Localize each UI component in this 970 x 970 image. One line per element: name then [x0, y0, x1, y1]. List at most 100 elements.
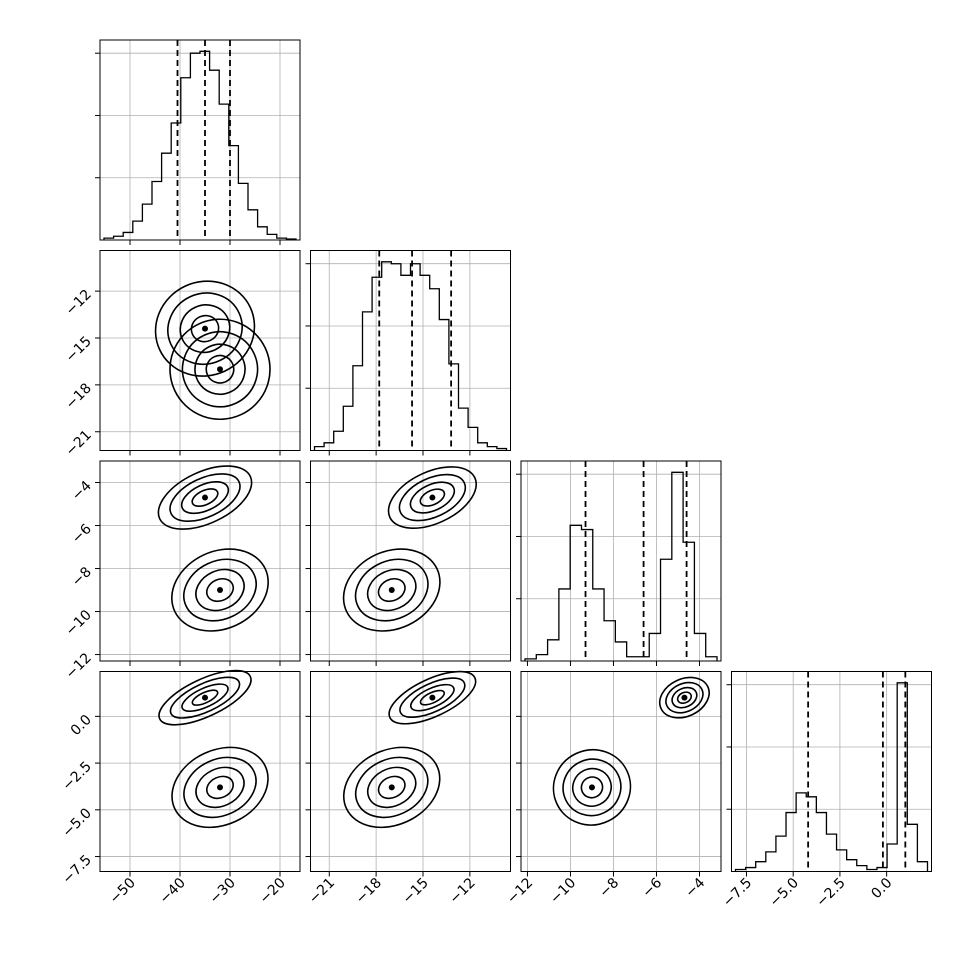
mode-center [429, 494, 436, 501]
contour-level-3 [191, 689, 219, 706]
contour-level-2 [195, 766, 245, 809]
panel-frame [731, 671, 932, 872]
y-tick-label: −10 [63, 607, 95, 639]
contour-level-1 [354, 558, 429, 622]
contour-level-1 [562, 758, 622, 817]
panel-frame [310, 460, 511, 662]
panel-2-1 [305, 460, 511, 666]
mode-center [681, 694, 688, 701]
contour-level-2 [366, 766, 417, 809]
contour-level-0 [171, 548, 269, 632]
mode-center [388, 587, 395, 594]
contour-level-3 [377, 775, 406, 800]
x-tick-label: −5.0 [767, 875, 802, 910]
panel-3-3: −7.5 −5.0 −2.5 0.0 [720, 671, 932, 910]
panel-frame [99, 39, 301, 241]
y-tick-label: 0.0 [68, 712, 95, 739]
x-tick-label: −21 [306, 875, 338, 907]
contour-level-3 [377, 577, 406, 603]
y-tick-label: −6 [69, 521, 95, 547]
x-tick-label: −2.5 [813, 875, 848, 910]
x-tick-label: −15 [400, 875, 432, 907]
x-tick-label: −8 [596, 875, 622, 901]
panel-0-0 [95, 39, 301, 245]
mode-center [202, 325, 208, 332]
contour-level-2 [194, 343, 246, 396]
contour-level-2 [181, 683, 229, 713]
mode-center [202, 494, 208, 501]
panel-frame [99, 671, 301, 872]
contour-level-0 [342, 746, 441, 829]
histogram-3 [734, 682, 929, 872]
x-tick-label: −30 [207, 875, 239, 907]
contour-level-0 [342, 548, 441, 632]
contour-level-3 [190, 314, 220, 343]
contour-level-1 [169, 676, 241, 719]
contour-level-2 [409, 683, 455, 712]
x-tick-label: −4 [682, 875, 708, 901]
contour-level-1 [169, 473, 241, 522]
panel-3-0: −50 −40 −30 −20 −7.5 −5.0 −2.5 0.0 [59, 669, 301, 907]
contour-level-1 [398, 473, 467, 522]
contour-level-3 [676, 691, 693, 705]
x-tick-label: 0.0 [868, 875, 895, 902]
y-tick-label: −2.5 [59, 759, 94, 794]
y-tick-label: −8 [69, 564, 95, 590]
contour-level-3 [206, 775, 234, 800]
contour-level-1 [183, 558, 257, 622]
mode-center [202, 694, 208, 701]
contour-level-0 [169, 318, 271, 421]
y-tick-label: −21 [63, 427, 95, 459]
panel-frame [310, 671, 511, 872]
y-tick-label: −12 [63, 650, 95, 682]
mode-center [429, 694, 436, 701]
panel-3-2: −12 −10 −8 −6 −4 [504, 671, 722, 907]
contour-level-1 [183, 756, 257, 819]
panel-1-0: −21 −18 −15 −12 [63, 250, 301, 459]
x-tick-label: −20 [257, 875, 289, 907]
contour-level-2 [409, 481, 456, 514]
contour-level-3 [205, 577, 235, 603]
contour-level-0 [552, 748, 632, 826]
contour-level-1 [665, 681, 704, 714]
contour-level-2 [671, 686, 698, 709]
contour-level-0 [388, 670, 477, 725]
x-tick-label: −12 [504, 875, 536, 907]
y-tick-label: −18 [63, 380, 95, 412]
x-tick-label: −50 [107, 875, 139, 907]
panel-frame [520, 671, 722, 872]
histogram-0 [103, 50, 297, 240]
contour-level-1 [399, 677, 466, 719]
histogram-1 [313, 261, 508, 451]
panel-frame [99, 250, 301, 451]
contour-level-2 [195, 568, 245, 612]
mode-center [217, 784, 223, 791]
contour-level-3 [580, 776, 604, 799]
x-tick-label: −10 [547, 875, 579, 907]
x-tick-label: −6 [639, 875, 665, 901]
y-tick-label: −12 [63, 287, 95, 319]
mode-center [217, 366, 223, 373]
panel-frame [520, 460, 722, 662]
panel-3-1: −21 −18 −15 −12 [305, 670, 511, 907]
contour-level-3 [419, 488, 446, 507]
panel-frame [99, 460, 301, 662]
contour-level-3 [205, 354, 235, 384]
contour-level-0 [387, 466, 478, 530]
contour-level-3 [191, 488, 219, 508]
y-tick-label: −4 [69, 478, 95, 504]
panel-2-2 [516, 460, 722, 666]
y-tick-label: −5.0 [59, 805, 94, 840]
contour-level-2 [180, 480, 230, 515]
contour-level-2 [571, 767, 613, 807]
contour-level-2 [366, 568, 417, 612]
histogram-2 [524, 471, 718, 661]
mode-center [388, 784, 395, 791]
panel-1-1 [305, 250, 511, 456]
contour-level-1 [167, 292, 243, 366]
contour-level-0 [658, 676, 710, 719]
contour-level-1 [181, 330, 259, 408]
x-tick-label: −7.5 [720, 875, 755, 910]
contour-level-0 [157, 465, 253, 530]
